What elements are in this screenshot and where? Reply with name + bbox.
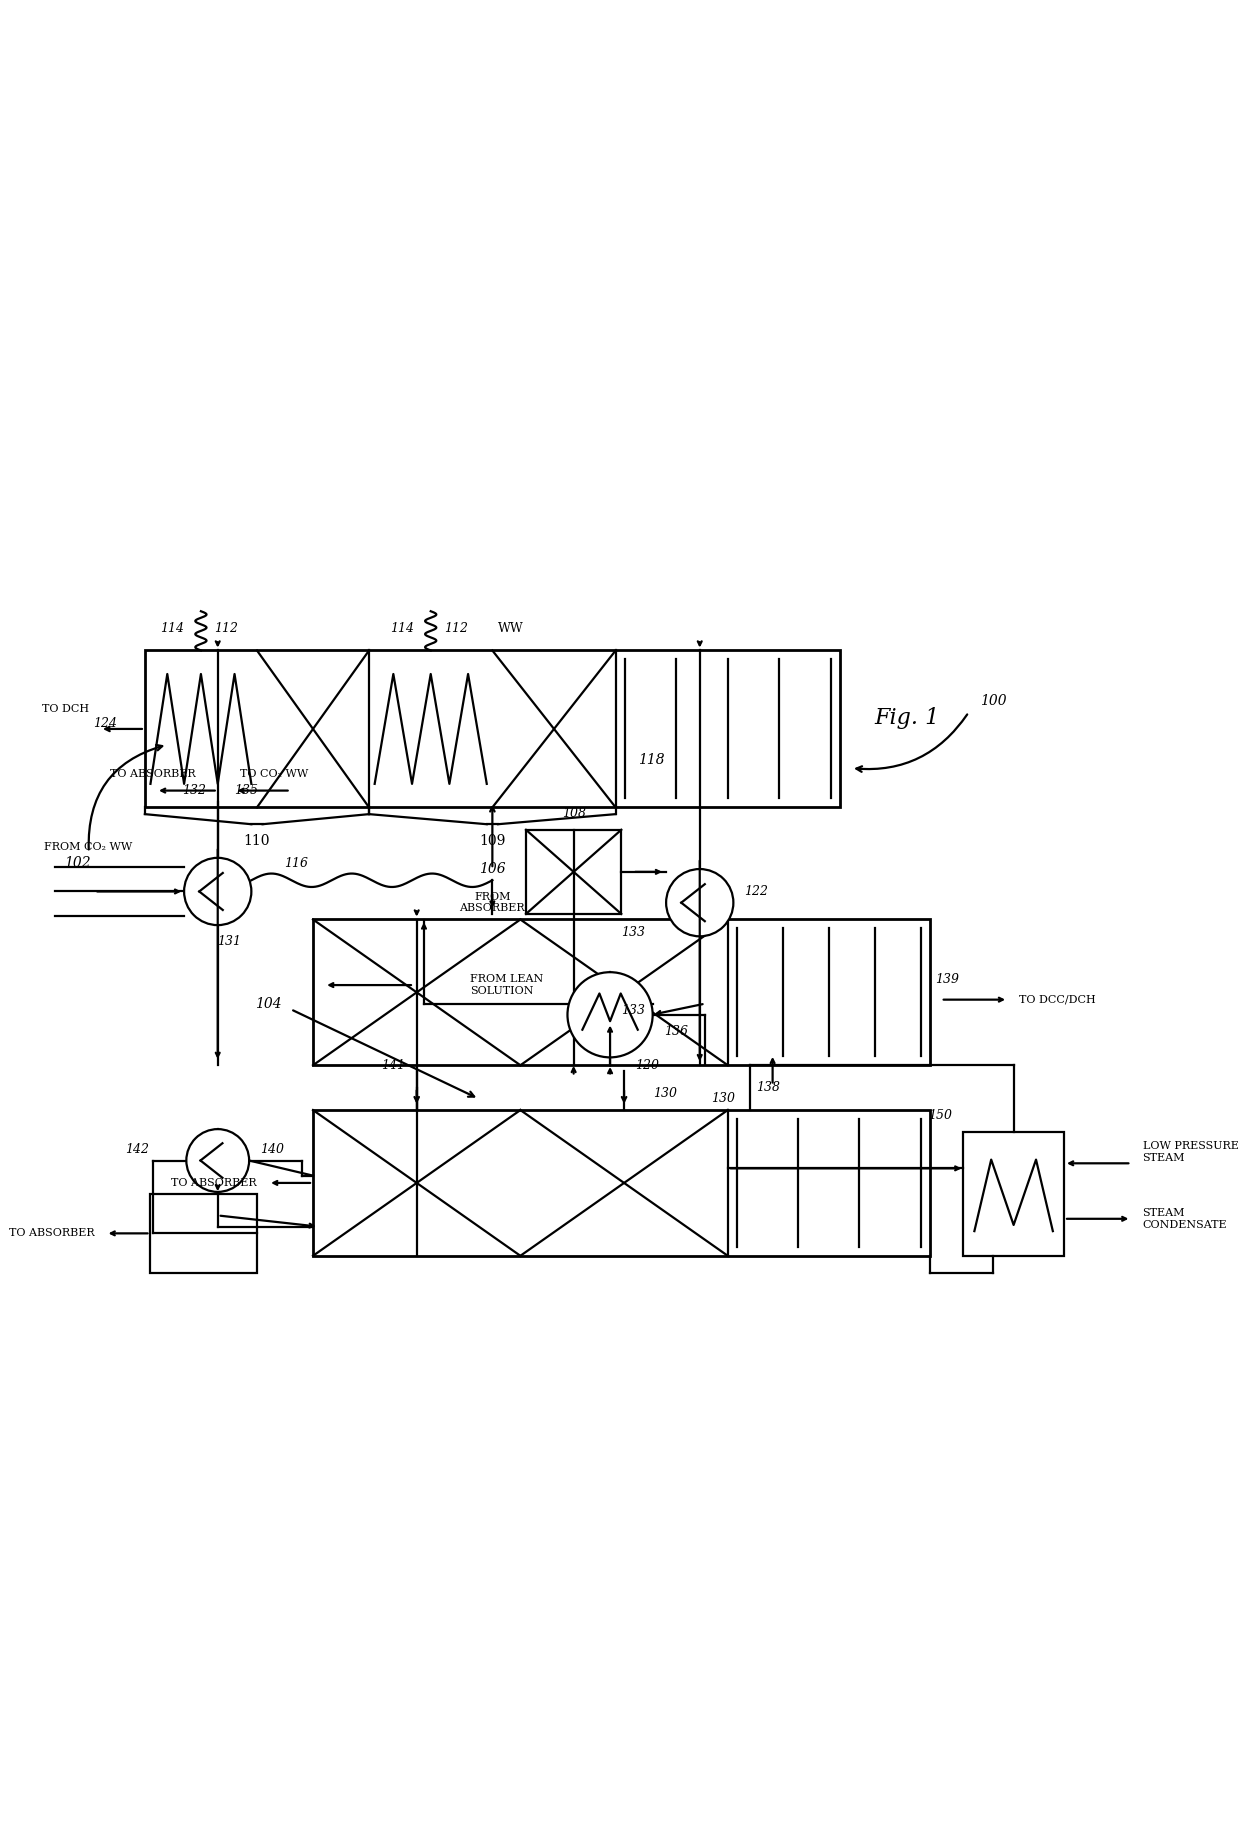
Text: 138: 138 (756, 1081, 780, 1094)
Text: 108: 108 (562, 807, 585, 820)
Circle shape (186, 1129, 249, 1192)
Text: WW: WW (498, 622, 523, 634)
Text: 131: 131 (217, 936, 241, 949)
Text: 118: 118 (639, 754, 665, 767)
Text: 124: 124 (93, 717, 117, 730)
Text: 150: 150 (928, 1109, 952, 1122)
Text: 140: 140 (260, 1142, 284, 1155)
Text: 112: 112 (444, 622, 469, 634)
Text: 122: 122 (744, 885, 769, 897)
Bar (963, 1133, 1064, 1256)
Circle shape (568, 973, 652, 1057)
Text: TO ABSORBER: TO ABSORBER (109, 769, 196, 778)
Text: 110: 110 (244, 835, 270, 848)
Circle shape (184, 857, 252, 925)
Text: 133: 133 (621, 1004, 645, 1017)
Text: 100: 100 (980, 693, 1007, 708)
Text: 133: 133 (621, 927, 645, 940)
Text: TO ABSORBER: TO ABSORBER (9, 1228, 94, 1238)
Text: STEAM
CONDENSATE: STEAM CONDENSATE (1142, 1208, 1228, 1230)
Text: 114: 114 (389, 622, 414, 634)
Text: 104: 104 (255, 997, 281, 1011)
Text: TO DCH: TO DCH (42, 704, 89, 714)
Text: FROM CO₂ WW: FROM CO₂ WW (43, 842, 133, 851)
Text: 114: 114 (160, 622, 184, 634)
Text: 132: 132 (182, 783, 207, 796)
Text: 136: 136 (663, 1024, 688, 1037)
Text: 135: 135 (234, 783, 259, 796)
Text: 142: 142 (125, 1142, 149, 1155)
Bar (312, 920, 930, 1065)
Bar (145, 651, 839, 807)
Text: 139: 139 (935, 973, 960, 986)
Text: TO ABSORBER: TO ABSORBER (171, 1179, 257, 1188)
Text: Fig. 1: Fig. 1 (874, 706, 940, 728)
Text: TO CO₂ WW: TO CO₂ WW (241, 769, 309, 778)
Bar (526, 829, 621, 914)
Text: 106: 106 (479, 862, 506, 875)
Text: 102: 102 (64, 857, 91, 870)
Text: 112: 112 (215, 622, 238, 634)
Circle shape (666, 870, 733, 936)
Text: 130: 130 (653, 1087, 677, 1100)
Text: 130: 130 (711, 1092, 735, 1105)
Text: FROM LEAN
SOLUTION: FROM LEAN SOLUTION (470, 975, 543, 997)
Text: LOW PRESSURE
STEAM: LOW PRESSURE STEAM (1142, 1142, 1239, 1162)
Text: 120: 120 (635, 1059, 660, 1072)
Text: 109: 109 (479, 835, 506, 848)
Text: 141: 141 (382, 1059, 405, 1072)
Text: TO DCC/DCH: TO DCC/DCH (1019, 995, 1096, 1004)
Bar (312, 1111, 930, 1256)
Text: 116: 116 (284, 857, 309, 870)
Bar (150, 1194, 257, 1273)
Text: FROM
ABSORBER: FROM ABSORBER (460, 892, 526, 914)
